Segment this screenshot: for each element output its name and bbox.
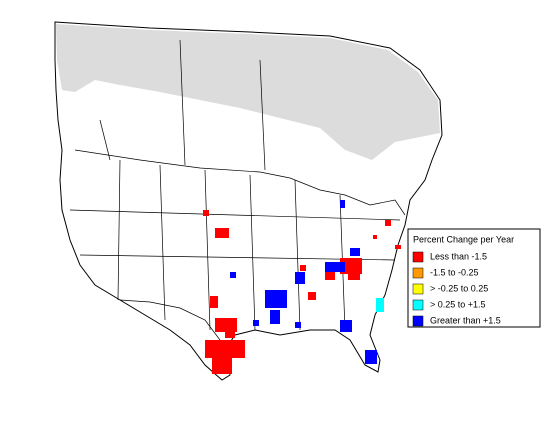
legend-swatch	[412, 299, 424, 311]
trend-patch	[340, 320, 352, 332]
legend-label: Greater than +1.5	[430, 315, 501, 325]
trend-patch	[348, 268, 360, 280]
legend-swatch	[412, 251, 424, 263]
trend-patch	[295, 272, 305, 284]
trend-patch	[325, 272, 335, 280]
trend-patch	[225, 330, 235, 338]
internal-borders	[99, 119, 111, 161]
trend-patch	[215, 228, 229, 238]
trend-patch	[395, 245, 401, 249]
trend-patch	[300, 265, 306, 271]
basemap	[54, 21, 443, 381]
legend-box	[407, 228, 541, 328]
trend-patch	[230, 272, 236, 278]
legend-label: Less than -1.5	[430, 251, 487, 261]
trend-patch	[210, 296, 218, 308]
trend-patch	[325, 262, 345, 272]
internal-borders	[204, 169, 211, 331]
internal-borders	[69, 209, 401, 221]
legend-title: Percent Change per Year	[413, 234, 514, 244]
trend-patch	[212, 358, 232, 374]
boreal-region	[56, 24, 440, 160]
trend-patch	[350, 248, 360, 256]
trend-patch	[265, 290, 287, 308]
internal-borders	[259, 59, 266, 171]
internal-borders	[117, 159, 121, 301]
trend-patch	[340, 200, 345, 208]
trend-patch	[373, 235, 377, 239]
legend-swatch	[412, 315, 424, 327]
trend-patch	[215, 318, 237, 332]
internal-borders	[294, 179, 301, 331]
legend-swatch	[412, 283, 424, 295]
trend-patch	[295, 322, 301, 328]
trend-patch	[308, 292, 316, 300]
us-canada-border	[74, 149, 406, 216]
legend-label: -1.5 to -0.25	[430, 267, 479, 277]
trend-patch	[385, 220, 391, 226]
trend-patch	[270, 310, 280, 324]
internal-borders	[179, 39, 186, 166]
trend-patch	[205, 340, 245, 358]
internal-borders	[159, 164, 166, 321]
legend-label: > -0.25 to 0.25	[430, 283, 488, 293]
legend-label: > 0.25 to +1.5	[430, 299, 486, 309]
trend-patch	[365, 350, 377, 364]
trend-patch	[203, 210, 209, 216]
trend-patch	[376, 298, 384, 312]
trend-patch	[253, 320, 259, 326]
legend: Percent Change per Year Less than -1.5 -1…	[407, 228, 541, 328]
legend-swatch	[412, 267, 424, 279]
patches	[203, 200, 401, 374]
internal-borders	[249, 174, 256, 331]
